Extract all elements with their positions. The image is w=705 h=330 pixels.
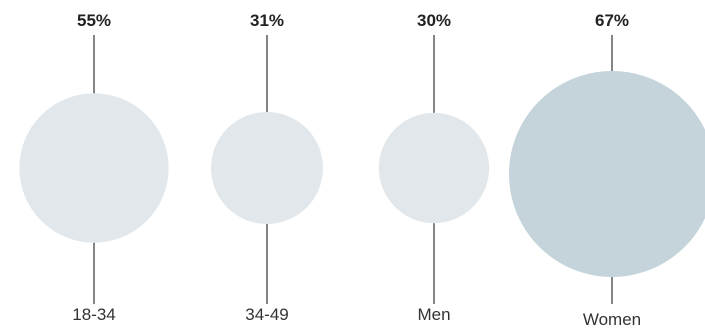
category-label-34-49: 34-49 <box>245 305 288 324</box>
bubble-men <box>378 112 490 224</box>
category-label-men: Men <box>417 305 450 324</box>
bubble-18-34 <box>19 93 169 243</box>
value-label-18-34: 55% <box>77 11 111 30</box>
bubble-34-49 <box>210 111 324 225</box>
value-label-men: 30% <box>417 11 451 30</box>
bubble-women <box>509 71 705 277</box>
category-label-women: Women <box>583 310 641 329</box>
value-label-women: 67% <box>595 11 629 30</box>
bubbles-group: 55% 18-34 31% 34-49 30% Men 67% Women <box>19 11 705 329</box>
category-label-18-34: 18-34 <box>72 305 115 324</box>
value-label-34-49: 31% <box>250 11 284 30</box>
